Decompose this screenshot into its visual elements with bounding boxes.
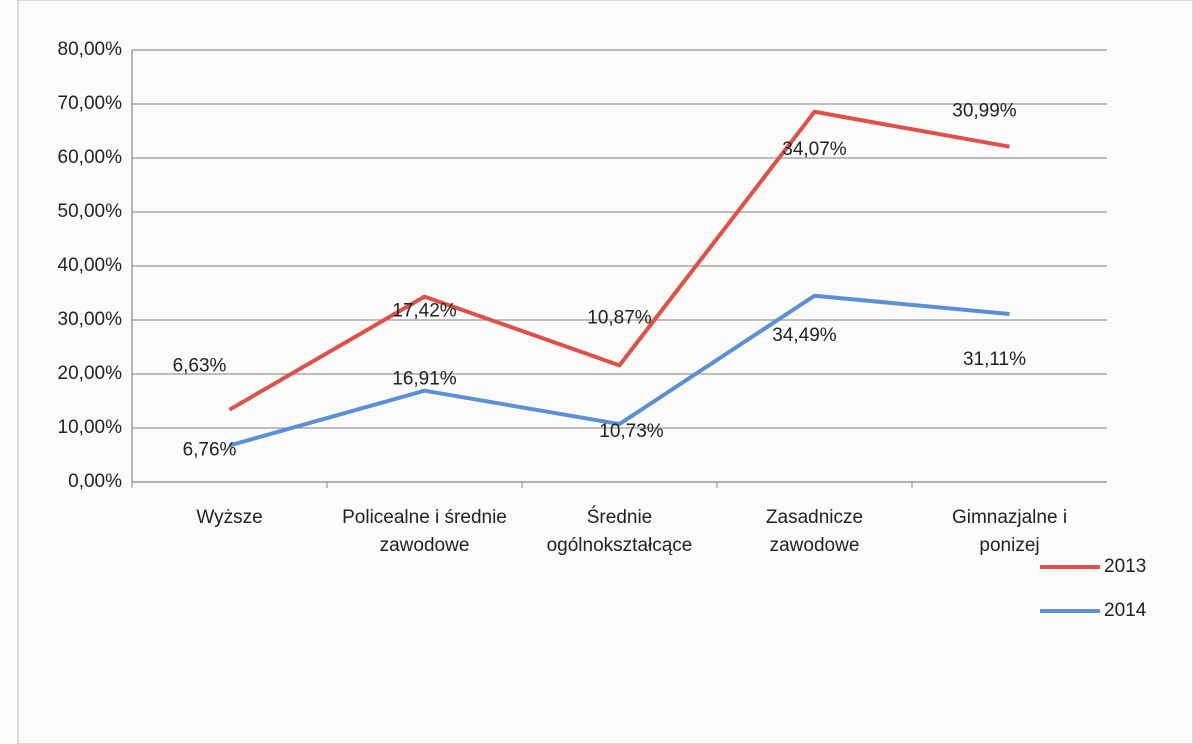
x-tick-label: Zasadnicze zawodowe (765, 507, 864, 556)
data-label: 31,11% (963, 349, 1026, 370)
y-tick-label: 50,00% (58, 201, 123, 222)
data-label: 16,91% (392, 369, 457, 390)
x-tick-label: Policealne i średnie zawodowe (342, 507, 507, 556)
data-label: 6,76% (183, 440, 237, 461)
y-tick-label: 40,00% (58, 255, 123, 276)
y-tick-label: 20,00% (58, 363, 123, 384)
x-tick-label: Gimnazjalne i ponizej (951, 507, 1068, 556)
series-line (228, 293, 1010, 448)
data-label: 17,42% (392, 301, 457, 322)
data-label: 30,99% (952, 101, 1017, 122)
y-tick-label: 0,00% (68, 471, 122, 492)
y-tick-label: 10,00% (58, 417, 123, 438)
x-tick-label: Średnie ogólnokształcące (546, 507, 693, 556)
data-label: 34,07% (782, 139, 847, 160)
legend-label: 2014 (1104, 600, 1147, 621)
x-tick-label: Wyższe (196, 507, 263, 528)
y-tick-label: 70,00% (58, 93, 123, 114)
chart-frame (17, 0, 1193, 744)
data-label: 34,49% (772, 325, 837, 346)
legend-label: 2013 (1104, 556, 1146, 577)
y-tick-label: 80,00% (58, 39, 123, 60)
data-label: 10,73% (599, 421, 664, 442)
y-tick-label: 30,00% (58, 309, 123, 330)
data-label: 6,63% (173, 356, 227, 377)
series-line (228, 109, 1010, 412)
data-label: 10,87% (587, 307, 652, 328)
y-tick-label: 60,00% (58, 147, 123, 168)
